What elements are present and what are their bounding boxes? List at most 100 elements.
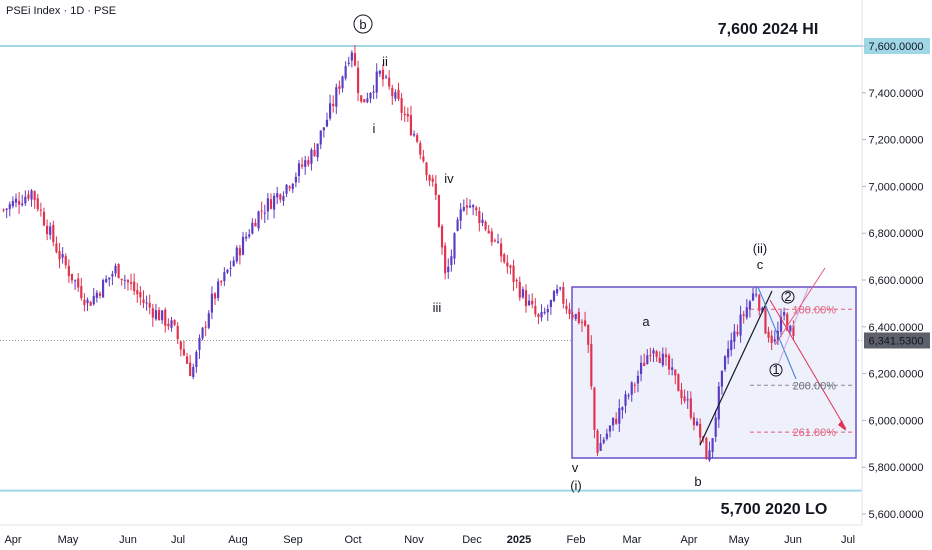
candle[interactable]: [481, 219, 484, 223]
candle[interactable]: [686, 399, 689, 401]
candle[interactable]: [692, 417, 696, 426]
candle[interactable]: [689, 398, 692, 418]
candle[interactable]: [189, 362, 192, 377]
candle[interactable]: [546, 309, 549, 313]
candle[interactable]: [192, 366, 195, 378]
candle[interactable]: [590, 343, 593, 387]
candle[interactable]: [708, 450, 711, 461]
candle[interactable]: [714, 417, 717, 437]
candle[interactable]: [58, 250, 61, 260]
candle[interactable]: [73, 280, 77, 282]
candle[interactable]: [8, 204, 11, 210]
candle[interactable]: [30, 190, 33, 200]
candle[interactable]: [49, 226, 52, 235]
candle[interactable]: [543, 311, 546, 314]
candle[interactable]: [254, 222, 257, 227]
candle[interactable]: [755, 294, 758, 296]
candle[interactable]: [695, 421, 699, 426]
candle[interactable]: [257, 211, 260, 229]
candle[interactable]: [608, 425, 612, 432]
candle[interactable]: [288, 186, 291, 189]
candle[interactable]: [493, 240, 496, 242]
candle[interactable]: [325, 119, 329, 127]
candle[interactable]: [577, 311, 580, 323]
candle[interactable]: [475, 207, 478, 211]
candle[interactable]: [468, 205, 472, 208]
candle[interactable]: [369, 92, 372, 99]
candle[interactable]: [552, 290, 556, 302]
candle[interactable]: [661, 353, 664, 366]
candle[interactable]: [195, 352, 198, 367]
candle[interactable]: [179, 341, 182, 350]
candle[interactable]: [730, 339, 733, 351]
candle[interactable]: [335, 87, 338, 107]
candle[interactable]: [565, 305, 568, 310]
candle[interactable]: [406, 113, 409, 117]
candle[interactable]: [409, 115, 413, 136]
candle[interactable]: [636, 375, 640, 384]
candle[interactable]: [624, 394, 627, 406]
candle[interactable]: [136, 290, 139, 295]
candle[interactable]: [232, 260, 235, 267]
candle[interactable]: [170, 320, 173, 328]
candle[interactable]: [111, 274, 114, 277]
candle[interactable]: [478, 211, 481, 224]
candle[interactable]: [593, 387, 596, 430]
candle[interactable]: [173, 319, 176, 325]
candle[interactable]: [540, 311, 543, 318]
candle[interactable]: [465, 205, 469, 208]
candle[interactable]: [301, 164, 304, 167]
candle[interactable]: [279, 194, 282, 200]
candle[interactable]: [537, 314, 540, 317]
candle[interactable]: [422, 156, 425, 162]
candle[interactable]: [105, 278, 108, 283]
candle[interactable]: [139, 292, 142, 298]
candle[interactable]: [680, 389, 683, 399]
candle[interactable]: [273, 195, 276, 210]
candle[interactable]: [518, 281, 521, 298]
candle[interactable]: [36, 198, 39, 210]
candle[interactable]: [611, 417, 615, 426]
candle[interactable]: [291, 183, 294, 190]
candle[interactable]: [27, 194, 30, 199]
candle[interactable]: [266, 198, 269, 212]
candle[interactable]: [506, 262, 509, 267]
candle[interactable]: [618, 408, 621, 424]
candle[interactable]: [372, 91, 375, 93]
candle[interactable]: [148, 302, 151, 308]
candle[interactable]: [699, 423, 702, 438]
candle[interactable]: [403, 113, 406, 116]
candle[interactable]: [786, 313, 789, 331]
candle[interactable]: [42, 211, 46, 226]
candle[interactable]: [363, 99, 366, 103]
candle[interactable]: [556, 288, 559, 294]
candle[interactable]: [667, 355, 671, 370]
candle[interactable]: [92, 295, 95, 305]
candle[interactable]: [356, 67, 360, 93]
candle[interactable]: [509, 265, 512, 268]
candle[interactable]: [241, 236, 245, 255]
candle[interactable]: [440, 226, 444, 248]
candle[interactable]: [52, 224, 55, 243]
candle[interactable]: [683, 396, 686, 402]
candle[interactable]: [748, 301, 751, 310]
candle[interactable]: [64, 256, 67, 266]
candle[interactable]: [783, 312, 786, 316]
candle[interactable]: [378, 70, 381, 74]
candle[interactable]: [444, 245, 447, 274]
candle[interactable]: [758, 295, 761, 311]
candle[interactable]: [733, 331, 736, 342]
candle[interactable]: [182, 349, 186, 356]
candle[interactable]: [285, 184, 288, 194]
candle[interactable]: [350, 52, 353, 61]
candle[interactable]: [11, 201, 14, 207]
candle[interactable]: [736, 331, 739, 335]
candle[interactable]: [161, 310, 164, 321]
candle[interactable]: [792, 325, 795, 336]
channel-line-blue[interactable]: [757, 286, 797, 380]
candle[interactable]: [391, 87, 394, 97]
candle[interactable]: [562, 286, 565, 304]
candle[interactable]: [347, 62, 350, 64]
candle[interactable]: [459, 209, 462, 221]
candle[interactable]: [114, 265, 117, 274]
